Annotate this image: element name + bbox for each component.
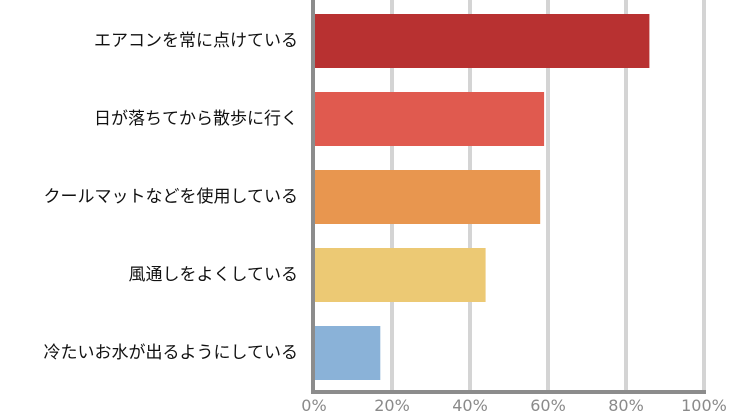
tick-label-20: 20% [374, 396, 410, 415]
tick-label-100: 100% [681, 396, 727, 415]
bar-2 [314, 170, 541, 224]
category-label-1: 日が落ちてから散歩に行く [94, 109, 298, 129]
tick-labels: 0% 20% 40% 60% 80% 100% [301, 396, 727, 415]
tick-label-60: 60% [530, 396, 566, 415]
bars [314, 14, 650, 380]
category-label-3: 風通しをよくしている [129, 265, 299, 285]
category-label-0: エアコンを常に点けている [94, 31, 298, 51]
bar-1 [314, 92, 545, 146]
tick-label-0: 0% [301, 396, 326, 415]
bar-4 [314, 326, 381, 380]
bar-0 [314, 14, 650, 68]
bar-3 [314, 248, 486, 302]
category-label-4: 冷たいお水が出るようにしている [44, 343, 299, 363]
tick-label-80: 80% [608, 396, 644, 415]
category-labels: エアコンを常に点けている日が落ちてから散歩に行くクールマットなどを使用している風… [44, 31, 299, 363]
tick-label-40: 40% [452, 396, 488, 415]
category-label-2: クールマットなどを使用している [44, 186, 299, 207]
